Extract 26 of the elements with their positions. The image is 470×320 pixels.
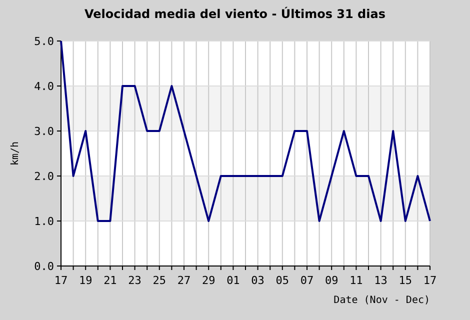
x-tick-label: 23 xyxy=(128,274,142,287)
y-tick-label: 3.0 xyxy=(34,124,54,138)
chart-title: Velocidad media del viento - Últimos 31 dias xyxy=(84,6,386,21)
x-tick-label: 29 xyxy=(202,274,216,287)
line-series xyxy=(60,40,431,222)
y-tick-label: 0.0 xyxy=(34,260,54,273)
x-tick-label: 19 xyxy=(78,274,92,287)
y-tick-label: 5.0 xyxy=(34,34,54,48)
x-tick-label: 05 xyxy=(276,274,290,287)
x-tick-label: 09 xyxy=(324,274,338,287)
x-tick-label: 25 xyxy=(152,274,166,287)
x-tick-label: 07 xyxy=(300,274,314,287)
y-tick-label: 4.0 xyxy=(34,80,54,93)
x-tick-label: 01 xyxy=(226,274,240,287)
y-tick-label: 2.0 xyxy=(34,170,54,183)
x-tick-label: 11 xyxy=(350,274,363,287)
x-axis-title: Date (Nov - Dec) xyxy=(334,295,430,306)
x-tick-label: 15 xyxy=(398,274,412,287)
x-tick-label: 13 xyxy=(374,274,388,287)
y-axis-title: km/h xyxy=(10,141,21,166)
x-tick-label: 27 xyxy=(177,274,191,287)
x-tick-label: 17 xyxy=(54,274,68,287)
x-tick-label: 21 xyxy=(104,274,117,287)
x-tick-label: 17 xyxy=(423,274,437,287)
x-tick-label: 03 xyxy=(251,274,264,287)
y-tick-label: 1.0 xyxy=(34,214,54,228)
